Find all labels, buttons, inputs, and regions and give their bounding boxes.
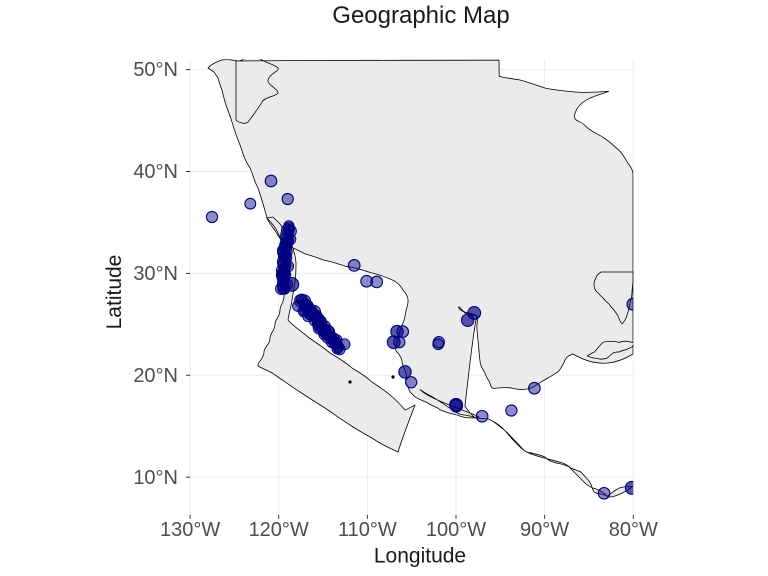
svg-text:30°N: 30°N (133, 263, 178, 285)
svg-text:100°W: 100°W (426, 519, 486, 541)
svg-text:80°W: 80°W (609, 519, 658, 541)
svg-text:40°N: 40°N (133, 161, 178, 183)
svg-text:50°N: 50°N (133, 59, 178, 81)
svg-text:Longitude: Longitude (374, 545, 466, 568)
svg-text:110°W: 110°W (338, 519, 397, 541)
svg-text:120°W: 120°W (249, 519, 309, 541)
svg-text:20°N: 20°N (133, 365, 178, 387)
svg-text:Latitude: Latitude (103, 255, 126, 330)
svg-text:90°W: 90°W (520, 519, 569, 541)
svg-text:10°N: 10°N (133, 467, 178, 489)
svg-text:130°W: 130°W (160, 519, 220, 541)
